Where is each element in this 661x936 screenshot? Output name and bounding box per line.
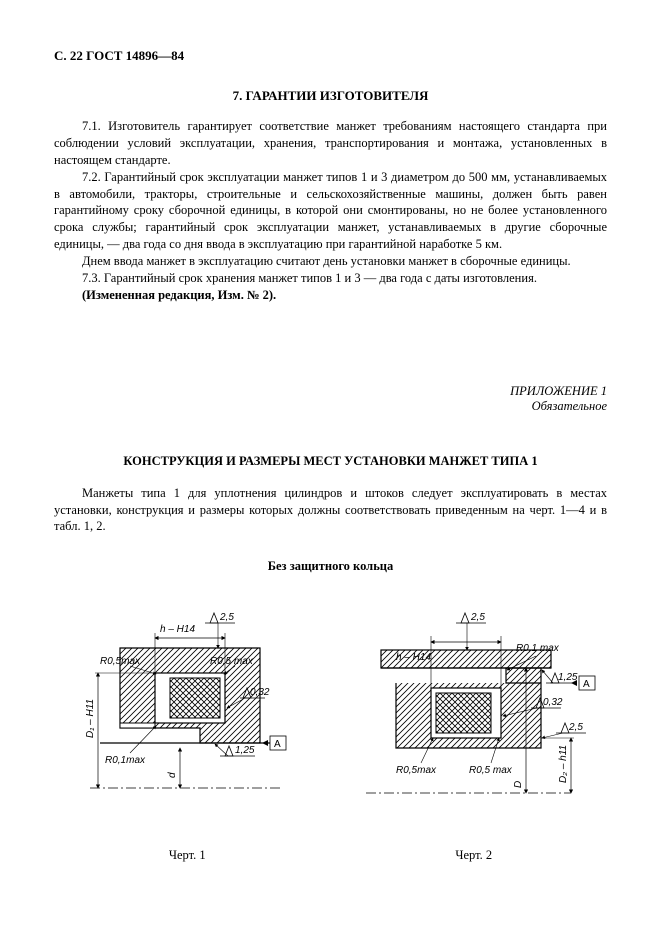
appendix-intro: Манжеты типа 1 для уплотнения цилиндров … <box>54 485 607 536</box>
figures-row: h – H14 2,5 R0,5max R0,5 max R0,1max 0,3… <box>54 588 607 863</box>
figure-2-caption: Черт. 2 <box>455 848 492 863</box>
fig2-d2: D₂ – h11 <box>558 745 569 783</box>
figure-1: h – H14 2,5 R0,5max R0,5 max R0,1max 0,3… <box>54 588 321 863</box>
fig2-032: 0,32 <box>543 697 563 708</box>
figure-2: h – H14 2,5 R0,1 max 1,25 A <box>341 588 608 863</box>
figure-1-caption: Черт. 1 <box>169 848 206 863</box>
para-7-3: 7.3. Гарантийный срок хранения манжет ти… <box>54 270 607 287</box>
para-7-2: 7.2. Гарантийный срок эксплуатации манже… <box>54 169 607 253</box>
appendix-sub: Обязательное <box>54 399 607 414</box>
fig1-d: d <box>167 772 178 778</box>
fig2-D: D <box>513 781 524 788</box>
fig2-r05a: R0,5max <box>396 765 437 776</box>
fig2-r05b: R0,5 max <box>469 765 513 776</box>
fig1-d1: D₁ – H11 <box>85 699 96 738</box>
para-7-2b: Днем ввода манжет в эксплуатацию считают… <box>54 253 607 270</box>
fig2-25a: 2,5 <box>470 612 485 623</box>
fig1-r01: R0,1max <box>105 755 146 766</box>
fig2-25b: 2,5 <box>568 722 583 733</box>
section-7-body: 7.1. Изготовитель гарантирует соответств… <box>54 118 607 304</box>
para-amend: (Измененная редакция, Изм. № 2). <box>54 287 607 304</box>
fig1-25-label: 2,5 <box>219 612 234 623</box>
figure-2-svg: h – H14 2,5 R0,1 max 1,25 A <box>341 588 606 838</box>
section-7-title: 7. ГАРАНТИИ ИЗГОТОВИТЕЛЯ <box>54 88 607 104</box>
figure-1-svg: h – H14 2,5 R0,5max R0,5 max R0,1max 0,3… <box>60 588 315 838</box>
figures-title: Без защитного кольца <box>54 559 607 574</box>
fig1-032: 0,32 <box>250 687 270 698</box>
page-header: С. 22 ГОСТ 14896—84 <box>54 48 607 64</box>
appendix-title: КОНСТРУКЦИЯ И РАЗМЕРЫ МЕСТ УСТАНОВКИ МАН… <box>54 454 607 469</box>
fig1-h-label: h – H14 <box>160 624 195 635</box>
fig2-h: h – H14 <box>396 652 431 663</box>
fig1-125: 1,25 <box>235 745 255 756</box>
fig1-r05b: R0,5 max <box>210 656 254 667</box>
fig2-A: A <box>583 679 590 690</box>
appendix-label: ПРИЛОЖЕНИЕ 1 <box>54 384 607 399</box>
fig2-r01: R0,1 max <box>516 643 560 654</box>
page: С. 22 ГОСТ 14896—84 7. ГАРАНТИИ ИЗГОТОВИ… <box>0 0 661 936</box>
fig1-A: A <box>274 739 281 750</box>
appendix-header: ПРИЛОЖЕНИЕ 1 Обязательное <box>54 384 607 414</box>
fig1-r05a: R0,5max <box>100 656 141 667</box>
para-7-1: 7.1. Изготовитель гарантирует соответств… <box>54 118 607 169</box>
